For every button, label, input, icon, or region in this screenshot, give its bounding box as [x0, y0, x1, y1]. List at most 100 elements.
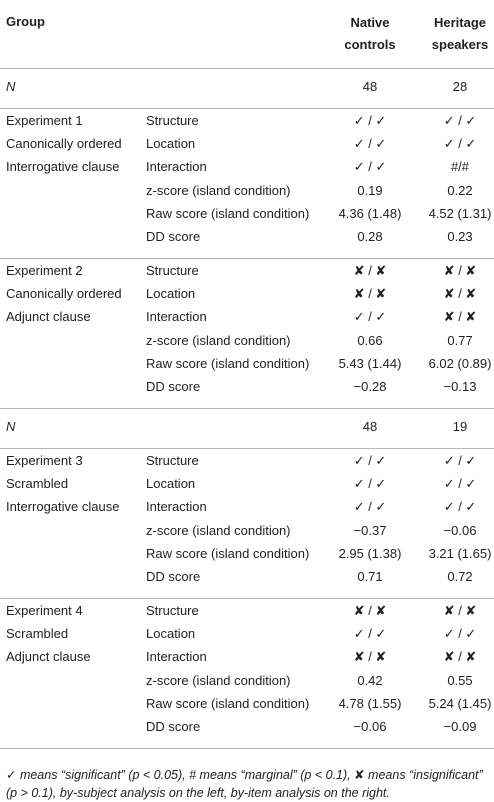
- heritage-value: ✘ / ✘: [443, 649, 477, 665]
- heritage-value: ✘ / ✘: [443, 603, 477, 618]
- native-value: −0.28: [353, 379, 387, 394]
- measure-label: Location: [146, 476, 196, 492]
- native-value: 0.42: [357, 672, 383, 688]
- measure-label: Location: [146, 136, 196, 152]
- rule: [0, 258, 494, 259]
- group-label: Experiment 3: [6, 453, 83, 468]
- measure-label: Location: [146, 626, 196, 642]
- group-label: Canonically ordered: [6, 286, 122, 302]
- rule: [0, 408, 494, 409]
- native-value: ✓ / ✓: [353, 159, 387, 175]
- native-value: 0.66: [357, 332, 383, 348]
- footnote: ✓ means “significant” (p < 0.05), # mean…: [6, 768, 483, 800]
- measure-label: Raw score (island condition): [146, 545, 310, 561]
- heritage-value: 3.21 (1.65): [428, 545, 492, 561]
- heritage-value: #/#: [450, 159, 470, 175]
- heritage-value: −0.09: [443, 719, 477, 734]
- measure-label: z-score (island condition): [146, 182, 291, 198]
- native-value: ✓ / ✓: [353, 113, 387, 128]
- group-label: Interrogative clause: [6, 159, 120, 175]
- measure-label: Raw score (island condition): [146, 205, 310, 221]
- native-value: ✓ / ✓: [353, 476, 387, 492]
- header-group: Group: [6, 14, 45, 29]
- measure-label: Structure: [146, 113, 199, 128]
- native-value: ✘ / ✘: [353, 649, 387, 665]
- n-native: 48: [362, 79, 378, 94]
- group-label: Experiment 4: [6, 603, 83, 618]
- rule: [0, 748, 494, 749]
- native-value: ✓ / ✓: [353, 309, 387, 325]
- heritage-value: −0.06: [443, 522, 477, 538]
- heritage-value: 6.02 (0.89): [428, 355, 492, 371]
- native-value: 2.95 (1.38): [338, 545, 402, 561]
- measure-label: z-score (island condition): [146, 672, 291, 688]
- n-heritage: 19: [452, 419, 468, 434]
- native-value: −0.06: [353, 719, 387, 734]
- group-label: Interrogative clause: [6, 499, 120, 515]
- heritage-value: ✓ / ✓: [443, 136, 477, 152]
- measure-label: Structure: [146, 263, 199, 278]
- rule: [0, 108, 494, 109]
- native-value: 0.19: [357, 182, 383, 198]
- native-value: ✓ / ✓: [353, 136, 387, 152]
- group-label: Canonically ordered: [6, 136, 122, 152]
- n-label: N: [6, 79, 16, 94]
- native-value: 5.43 (1.44): [338, 355, 402, 371]
- heritage-value: 4.52 (1.31): [428, 205, 492, 221]
- measure-label: z-score (island condition): [146, 522, 291, 538]
- heritage-value: 5.24 (1.45): [428, 695, 492, 711]
- measure-label: Raw score (island condition): [146, 355, 310, 371]
- header-heritage: Heritage speakers: [431, 15, 489, 52]
- native-value: ✘ / ✘: [353, 286, 387, 302]
- header-native: Native controls: [344, 15, 396, 52]
- measure-label: Structure: [146, 453, 199, 468]
- group-label: Experiment 2: [6, 263, 83, 278]
- n-heritage: 28: [452, 79, 468, 94]
- native-value: ✓ / ✓: [353, 499, 387, 515]
- native-value: 0.28: [357, 229, 383, 244]
- group-label: Scrambled: [6, 476, 69, 492]
- heritage-value: ✘ / ✘: [443, 309, 477, 325]
- heritage-value: 0.72: [447, 569, 473, 584]
- native-value: ✘ / ✘: [353, 263, 387, 278]
- group-label: Scrambled: [6, 626, 69, 642]
- n-label: N: [6, 419, 16, 434]
- native-value: ✓ / ✓: [353, 626, 387, 642]
- native-value: −0.37: [353, 522, 387, 538]
- rule: [0, 598, 494, 599]
- heritage-value: 0.55: [447, 672, 473, 688]
- measure-label: DD score: [146, 569, 201, 584]
- heritage-value: ✓ / ✓: [443, 476, 477, 492]
- group-label: Adjunct clause: [6, 649, 91, 665]
- native-value: 4.78 (1.55): [338, 695, 402, 711]
- heritage-value: 0.23: [447, 229, 473, 244]
- heritage-value: 0.77: [447, 332, 473, 348]
- measure-label: Interaction: [146, 159, 207, 175]
- heritage-value: −0.13: [443, 379, 477, 394]
- measure-label: z-score (island condition): [146, 332, 291, 348]
- native-value: 4.36 (1.48): [338, 205, 402, 221]
- heritage-value: ✓ / ✓: [443, 113, 477, 128]
- heritage-value: ✓ / ✓: [443, 499, 477, 515]
- measure-label: Raw score (island condition): [146, 695, 310, 711]
- heritage-value: ✘ / ✘: [443, 286, 477, 302]
- heritage-value: 0.22: [447, 182, 473, 198]
- native-value: ✘ / ✘: [353, 603, 387, 618]
- rule: [0, 448, 494, 449]
- native-value: 0.71: [357, 569, 383, 584]
- n-native: 48: [362, 419, 378, 434]
- group-label: Adjunct clause: [6, 309, 91, 325]
- measure-label: DD score: [146, 719, 201, 734]
- heritage-value: ✓ / ✓: [443, 453, 477, 468]
- group-label: Experiment 1: [6, 113, 83, 128]
- native-value: ✓ / ✓: [353, 453, 387, 468]
- measure-label: Location: [146, 286, 196, 302]
- measure-label: Interaction: [146, 309, 207, 325]
- measure-label: Interaction: [146, 649, 207, 665]
- rule: [0, 68, 494, 69]
- measure-label: DD score: [146, 379, 201, 394]
- heritage-value: ✘ / ✘: [443, 263, 477, 278]
- measure-label: DD score: [146, 229, 201, 244]
- measure-label: Structure: [146, 603, 199, 618]
